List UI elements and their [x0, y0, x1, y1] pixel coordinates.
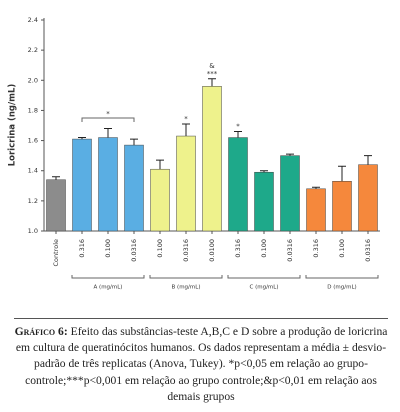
error-bar	[312, 186, 320, 189]
error-bar	[52, 176, 60, 180]
annotation: &	[209, 62, 215, 70]
bar	[358, 164, 378, 232]
x-tick-label: 0.100	[260, 239, 268, 258]
bar	[306, 188, 326, 232]
annotation: ***	[207, 70, 218, 78]
error-bar	[104, 128, 112, 138]
bar	[98, 137, 118, 232]
bar	[254, 171, 274, 232]
error-bar	[234, 131, 242, 138]
error-bar	[208, 78, 216, 87]
x-tick-label: 0.0316	[182, 239, 190, 262]
error-bar	[130, 138, 138, 146]
y-tick-label: 1.8	[28, 106, 38, 114]
error-bar	[364, 155, 372, 165]
group-bracket	[227, 275, 301, 279]
x-tick-label: 0.100	[156, 239, 164, 258]
x-tick-label: Controle	[52, 239, 60, 267]
bar	[228, 137, 248, 232]
x-tick-label: 0.0316	[286, 239, 294, 262]
x-tick-label: 0.0316	[130, 239, 138, 262]
caption-label: Gráfico 6:	[14, 325, 68, 338]
caption-text: Efeito das substâncias-teste A,B,C e D s…	[15, 325, 388, 403]
y-tick-label: 1.0	[28, 227, 38, 235]
y-tick-label: 2.2	[28, 46, 38, 54]
error-bar	[182, 123, 190, 137]
significance-bracket	[81, 117, 135, 122]
bar	[202, 86, 222, 232]
bar	[332, 181, 352, 232]
y-tick-label: 2.4	[28, 16, 38, 24]
chart: Loricrina (ng/mL) 1.0 1.2 1.4 1.6 1.8 2.0 2.2 2…	[8, 16, 380, 291]
group-bracket	[305, 275, 379, 279]
caption: Gráfico 6: Efeito das substâncias-teste …	[14, 318, 388, 405]
x-tick-label: 0.100	[338, 239, 346, 258]
error-bar	[156, 159, 164, 170]
y-tick-label: 1.4	[28, 167, 38, 175]
y-tick-label: 2.0	[28, 76, 38, 84]
bar	[46, 179, 66, 232]
bar	[176, 135, 196, 232]
x-tick-label: 0.100	[104, 239, 112, 258]
group-bracket	[71, 275, 145, 279]
group-label: B (mg/mL)	[172, 285, 201, 291]
error-bar	[286, 153, 294, 156]
bar	[150, 168, 170, 232]
x-tick-label: 0.316	[234, 239, 242, 258]
bar	[280, 155, 300, 232]
y-tick-label: 1.2	[28, 197, 38, 205]
group-bracket	[149, 275, 223, 279]
error-bar	[260, 170, 268, 173]
x-tick-label: 0.0100	[208, 239, 216, 262]
bar	[72, 138, 92, 232]
y-tick-label: 1.6	[28, 137, 38, 145]
bar	[124, 144, 144, 232]
x-tick-label: 0.0316	[364, 239, 372, 262]
x-tick-label: 0.316	[78, 239, 86, 258]
group-annotation: *	[106, 110, 110, 118]
annotation: *	[236, 123, 240, 131]
group-label: A (mg/mL)	[94, 285, 123, 291]
error-bar	[78, 137, 86, 140]
annotation: *	[184, 115, 188, 123]
x-tick-label: 0.316	[312, 239, 320, 258]
group-label: D (mg/mL)	[327, 285, 356, 291]
group-label: C (mg/mL)	[249, 285, 278, 291]
y-axis-label: Loricrina (ng/mL)	[8, 84, 18, 167]
error-bar	[338, 165, 346, 182]
